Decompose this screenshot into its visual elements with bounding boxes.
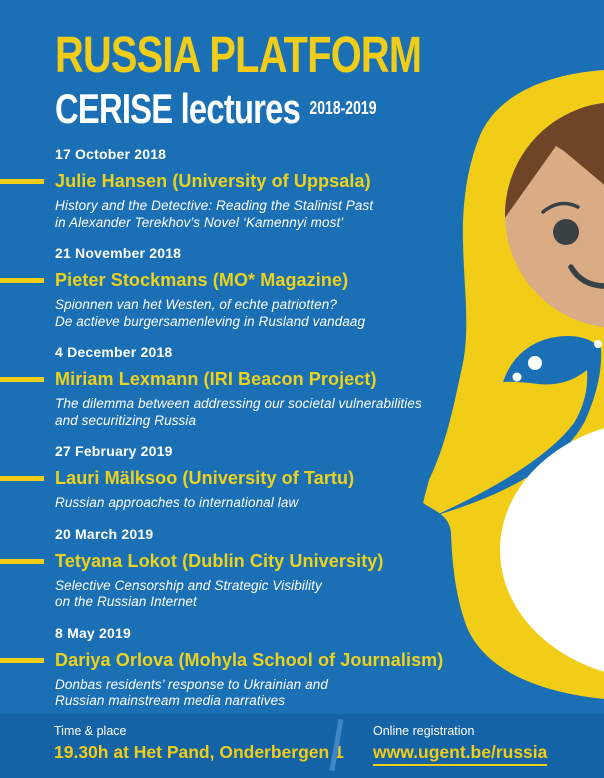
poster-years: 2018-2019 <box>309 97 377 118</box>
speaker-dash-icon <box>0 377 44 382</box>
speaker-dash-icon <box>0 476 44 481</box>
footer-bar: Time & place 19.30h at Het Pand, Onderbe… <box>0 714 604 778</box>
registration-link[interactable]: www.ugent.be/russia <box>373 742 548 766</box>
time-place-label: Time & place <box>54 724 127 738</box>
poster-title: RUSSIA PLATFORM <box>55 26 422 83</box>
lecture-entry: 8 May 2019 Dariya Orlova (Mohyla School … <box>0 624 485 710</box>
header: RUSSIA PLATFORM CERISE lectures 2018-2019 <box>55 28 524 130</box>
doll-belly <box>500 428 604 672</box>
lecture-topic-line: on the Russian Internet <box>55 594 197 609</box>
time-place-block: Time & place 19.30h at Het Pand, Onderbe… <box>54 723 344 763</box>
scarf-dot <box>512 372 522 382</box>
lecture-topic-line: Selective Censorship and Strategic Visib… <box>55 577 322 593</box>
doll-smile <box>568 264 604 289</box>
speaker-name: Lauri Mälksoo (University of Tartu) <box>0 467 485 490</box>
time-place-value: 19.30h at Het Pand, Onderbergen 1 <box>54 742 344 762</box>
poster-subtitle: CERISE lectures 2018-2019 <box>55 84 421 132</box>
lecture-date: 4 December 2018 <box>55 344 173 360</box>
lecture-topic-line: and securitizing Russia <box>55 412 197 428</box>
speaker-name-text: Dariya Orlova (Mohyla School of Journali… <box>55 649 444 670</box>
registration-block: Online registration www.ugent.be/russia <box>373 723 548 766</box>
lecture-entry: 27 February 2019 Lauri Mälksoo (Universi… <box>0 442 485 512</box>
lecture-topic-line: Donbas residents’ response to Ukrainian … <box>55 676 328 692</box>
doll-scarf <box>434 335 602 516</box>
speaker-name: Julie Hansen (University of Uppsala) <box>0 170 485 193</box>
lecture-date: 8 May 2019 <box>55 624 131 641</box>
speaker-name: Miriam Lexmann (IRI Beacon Project) <box>0 368 485 391</box>
poster-subtitle-text: CERISE lectures <box>55 84 301 132</box>
speaker-dash-icon <box>0 278 44 283</box>
speaker-name-text: Tetyana Lokot (Dublin City University) <box>55 550 384 571</box>
speaker-name-text: Lauri Mälksoo (University of Tartu) <box>55 468 355 488</box>
lecture-topic-line: Russian mainstream media narratives <box>55 693 286 708</box>
speaker-name: Dariya Orlova (Mohyla School of Journali… <box>0 649 485 672</box>
lecture-entry: 20 March 2019 Tetyana Lokot (Dublin City… <box>0 525 485 611</box>
speaker-name-text: Miriam Lexmann (IRI Beacon Project) <box>55 369 377 389</box>
lecture-entry: 4 December 2018 Miriam Lexmann (IRI Beac… <box>0 343 485 429</box>
lecture-topic-line: De actieve burgersamenleving in Rusland … <box>55 313 366 329</box>
lecture-entry: 17 October 2018 Julie Hansen (University… <box>0 145 485 231</box>
doll-eye <box>553 219 579 245</box>
speaker-name-text: Julie Hansen (University of Uppsala) <box>55 171 371 191</box>
lecture-entry: 21 November 2018 Pieter Stockmans (MO* M… <box>0 244 485 330</box>
lecture-list: 17 October 2018 Julie Hansen (University… <box>0 145 485 723</box>
speaker-name: Tetyana Lokot (Dublin City University) <box>0 550 485 573</box>
doll-eyebrow <box>541 201 580 214</box>
lecture-date: 20 March 2019 <box>55 525 154 542</box>
speaker-name: Pieter Stockmans (MO* Magazine) <box>0 269 485 292</box>
lecture-date: 17 October 2018 <box>55 146 167 162</box>
lecture-date: 21 November 2018 <box>55 245 182 261</box>
lecture-topic-line: in Alexander Terekhov’s Novel ‘Kamennyi … <box>55 214 344 230</box>
scarf-dot <box>594 340 602 348</box>
scarf-dot <box>528 356 542 370</box>
lecture-topic-line: Spionnen van het Westen, of echte patrio… <box>55 297 337 312</box>
registration-label: Online registration <box>373 724 475 738</box>
speaker-name-text: Pieter Stockmans (MO* Magazine) <box>55 270 349 290</box>
lecture-date: 27 February 2019 <box>55 443 173 459</box>
speaker-dash-icon <box>0 179 44 184</box>
speaker-dash-icon <box>0 657 44 663</box>
speaker-dash-icon <box>0 558 44 564</box>
lecture-topic-line: Russian approaches to international law <box>55 495 299 510</box>
lecture-topic-line: History and the Detective: Reading the S… <box>55 198 374 213</box>
lecture-topic-line: The dilemma between addressing our socie… <box>55 396 422 411</box>
